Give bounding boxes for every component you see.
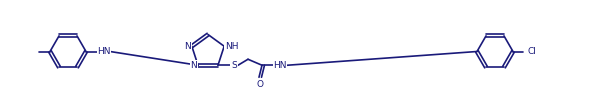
Text: NH: NH (225, 42, 239, 51)
Text: O: O (256, 80, 263, 89)
Text: N: N (184, 42, 191, 51)
Text: Cl: Cl (528, 47, 537, 56)
Text: S: S (231, 61, 237, 70)
Text: N: N (190, 61, 197, 70)
Text: HN: HN (97, 47, 111, 56)
Text: HN: HN (274, 61, 287, 70)
